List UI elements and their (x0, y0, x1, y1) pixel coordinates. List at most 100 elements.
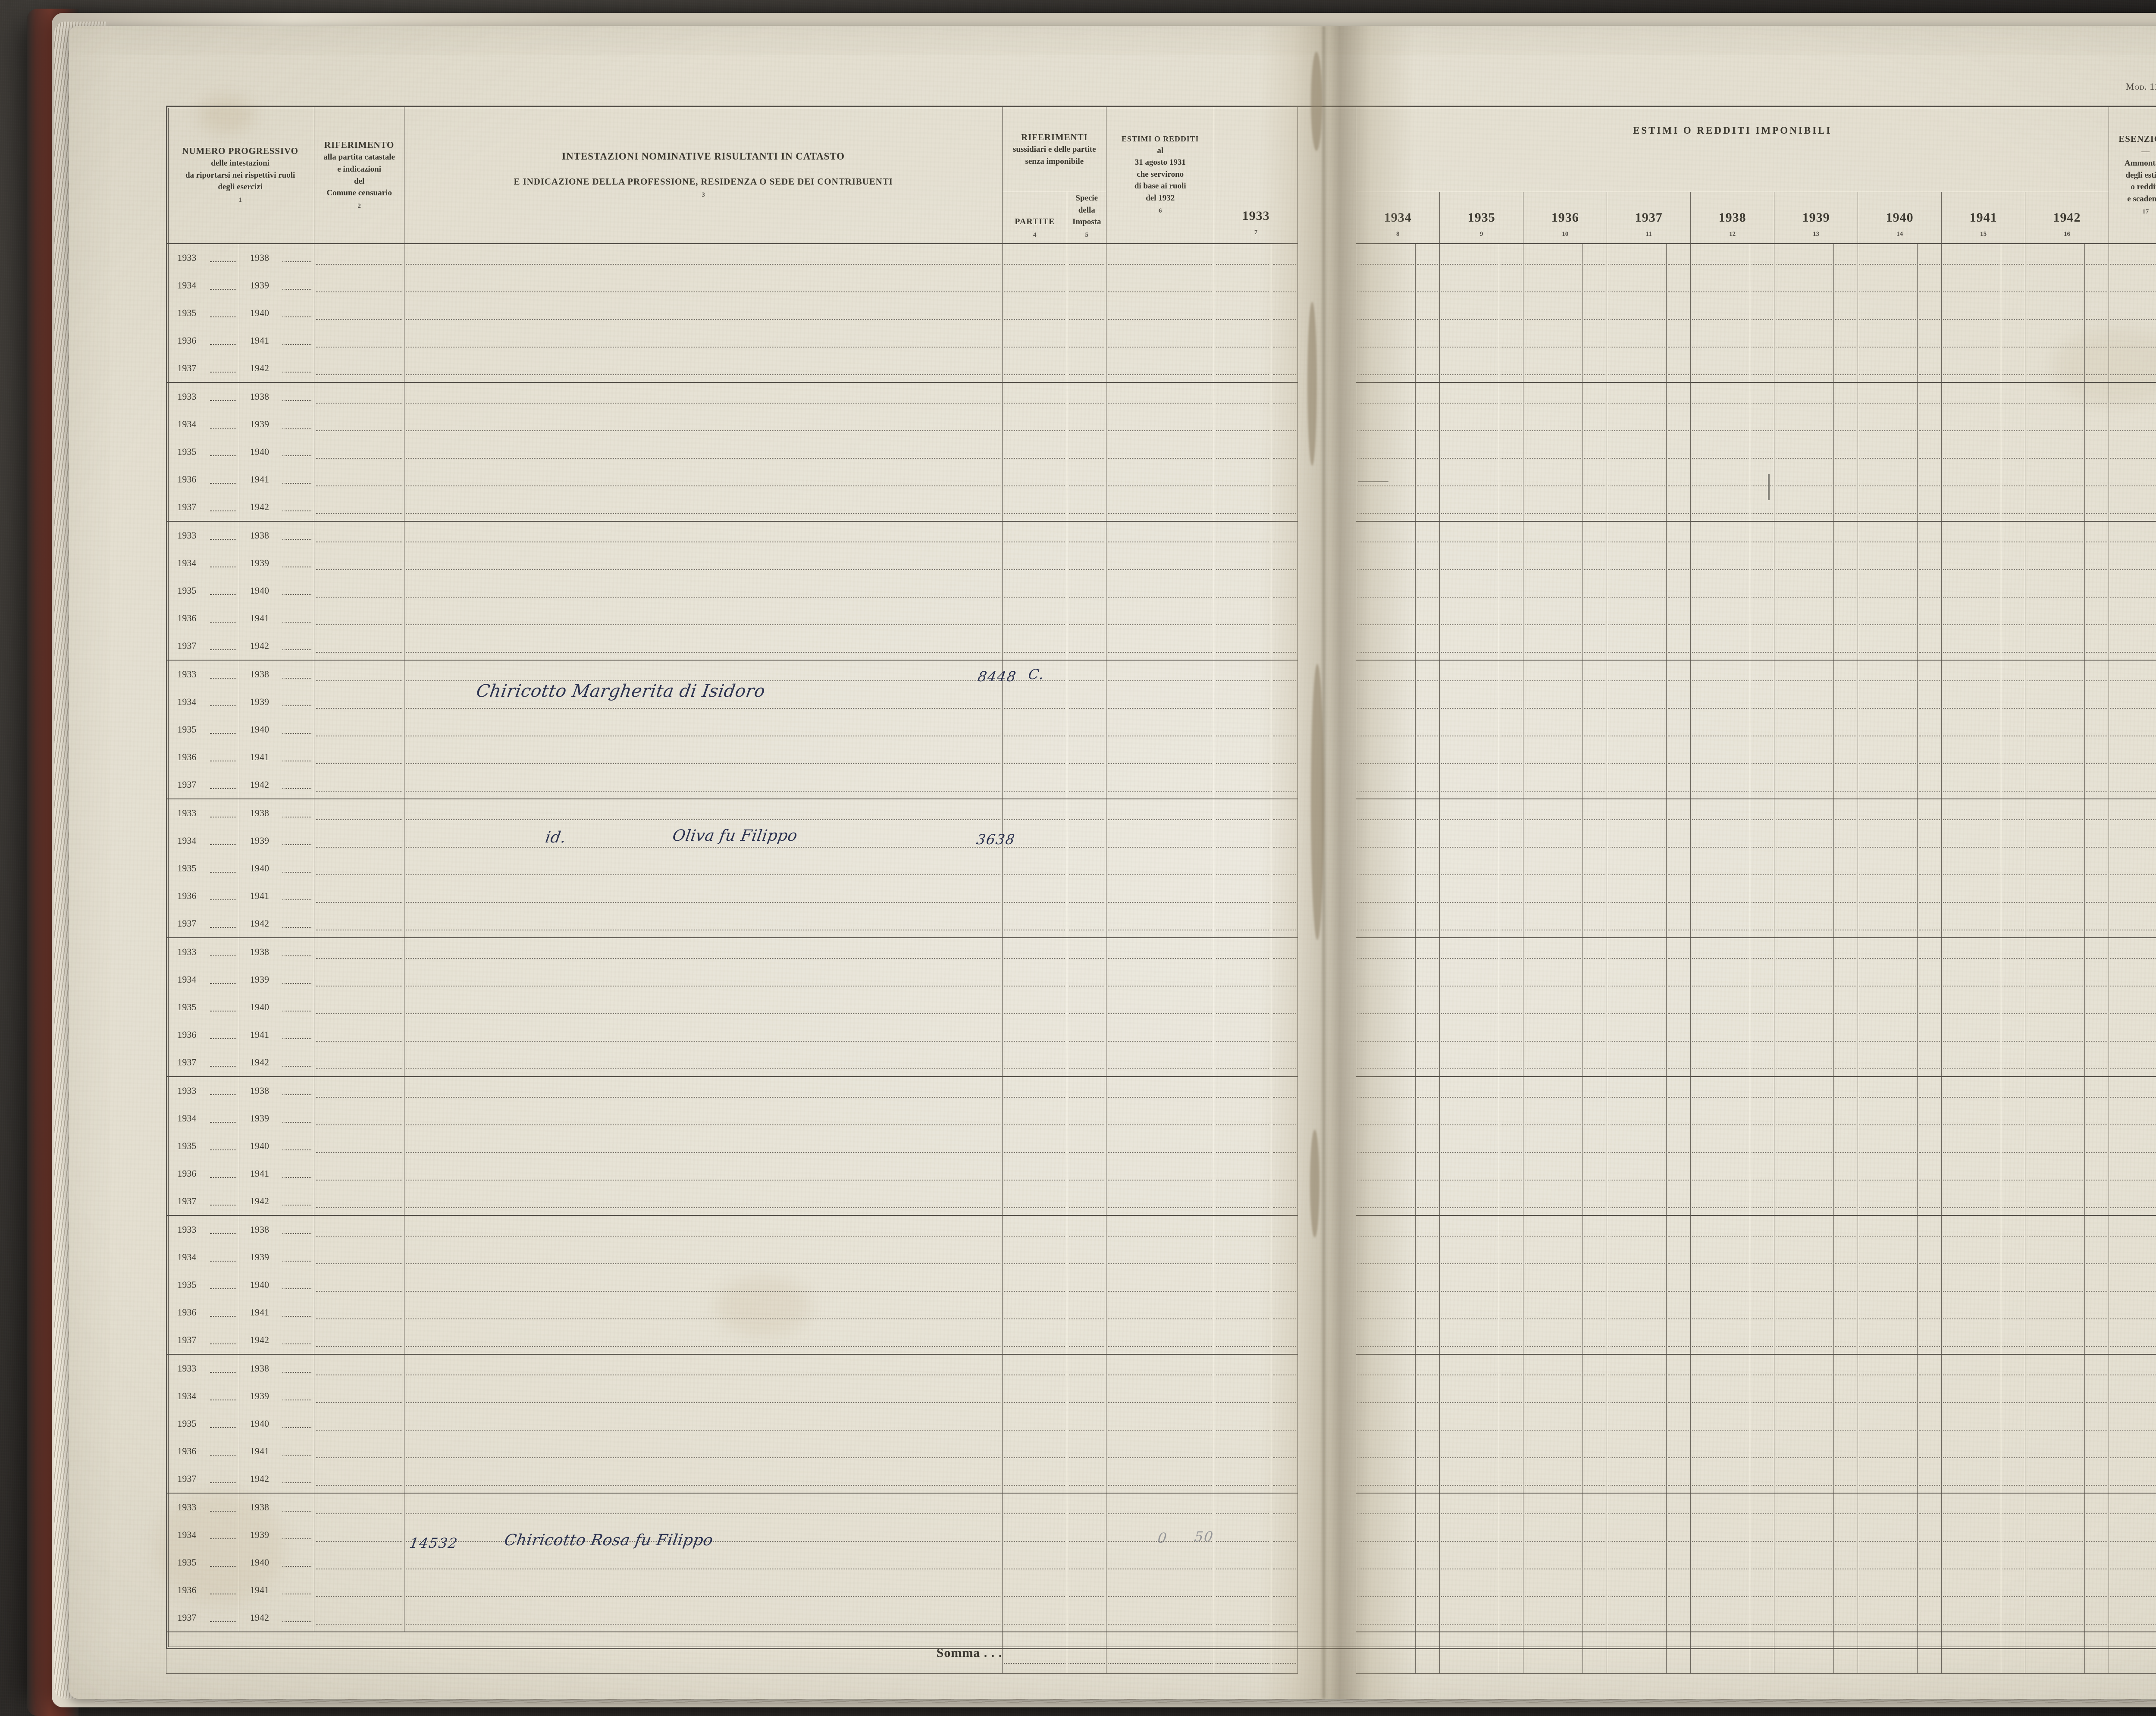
cell-1940-main[interactable] (1858, 1187, 1918, 1215)
cell-1935-dec[interactable] (1499, 1354, 1523, 1382)
cell-1935-dec[interactable] (1499, 299, 1523, 327)
cell-1940-main[interactable] (1858, 938, 1918, 966)
cell-1939-dec[interactable] (1834, 1021, 1858, 1049)
cell-1934-dec[interactable] (1416, 577, 1440, 604)
cell-1938-dec[interactable] (1750, 549, 1774, 577)
cell-1936-main[interactable] (1523, 327, 1583, 354)
cell-riferimento-comune[interactable] (314, 1132, 404, 1160)
cell-1942-dec[interactable] (2085, 910, 2109, 938)
cell-1939-dec[interactable] (1834, 855, 1858, 882)
cell-1937-main[interactable] (1607, 993, 1667, 1021)
cell-1940-main[interactable] (1858, 244, 1918, 272)
cell-1936-main[interactable] (1523, 466, 1583, 493)
cell-1935-main[interactable] (1440, 1105, 1499, 1132)
cell-1934-dec[interactable] (1416, 466, 1440, 493)
cell-1935-main[interactable] (1440, 855, 1499, 882)
cell-intestazione[interactable] (404, 466, 1002, 493)
cell-1937-dec[interactable] (1667, 382, 1691, 410)
cell-riferimento-comune[interactable] (314, 466, 404, 493)
cell-1942-main[interactable] (2025, 1326, 2085, 1354)
cell-1940-dec[interactable] (1918, 382, 1942, 410)
cell-1935-main[interactable] (1440, 1132, 1499, 1160)
cell-1936-main[interactable] (1523, 771, 1583, 799)
cell-1942-dec[interactable] (2085, 1437, 2109, 1465)
cell-esenzioni-main[interactable] (2109, 966, 2156, 993)
cell-partite[interactable] (1003, 466, 1067, 493)
cell-partite[interactable] (1003, 743, 1067, 771)
cell-riferimento-comune[interactable] (314, 1549, 404, 1576)
cell-1939-dec[interactable] (1834, 1326, 1858, 1354)
cell-1940-dec[interactable] (1918, 827, 1942, 855)
cell-1942-dec[interactable] (2085, 354, 2109, 382)
cell-1935-dec[interactable] (1499, 938, 1523, 966)
cell-1935-main[interactable] (1440, 354, 1499, 382)
cell-1940-dec[interactable] (1918, 1187, 1942, 1215)
cell-1940-main[interactable] (1858, 771, 1918, 799)
cell-1933-dec[interactable] (1271, 938, 1298, 966)
cell-estimi-1931[interactable] (1106, 466, 1214, 493)
cell-1935-main[interactable] (1440, 743, 1499, 771)
cell-1940-main[interactable] (1858, 327, 1918, 354)
cell-1934-dec[interactable] (1416, 521, 1440, 549)
cell-1941-main[interactable] (1942, 1604, 2001, 1632)
cell-partite[interactable] (1003, 1271, 1067, 1299)
cell-1940-dec[interactable] (1918, 632, 1942, 660)
cell-1941-main[interactable] (1942, 549, 2001, 577)
cell-1933-dec[interactable] (1271, 438, 1298, 466)
cell-estimi-1931[interactable] (1106, 1271, 1214, 1299)
cell-1933-dec[interactable] (1271, 632, 1298, 660)
cell-1939-main[interactable] (1774, 577, 1834, 604)
cell-1934-main[interactable] (1356, 1382, 1416, 1410)
cell-1933-dec[interactable] (1271, 577, 1298, 604)
cell-1941-dec[interactable] (2001, 1437, 2025, 1465)
cell-partite[interactable] (1003, 1326, 1067, 1354)
cell-1939-main[interactable] (1774, 521, 1834, 549)
cell-1941-dec[interactable] (2001, 966, 2025, 993)
cell-partite[interactable] (1003, 1521, 1067, 1549)
cell-esenzioni-main[interactable] (2109, 1465, 2156, 1493)
cell-1941-main[interactable] (1942, 410, 2001, 438)
cell-1942-main[interactable] (2025, 299, 2085, 327)
cell-1933-dec[interactable] (1271, 966, 1298, 993)
cell-1939-main[interactable] (1774, 466, 1834, 493)
cell-1934-dec[interactable] (1416, 1437, 1440, 1465)
cell-1934-main[interactable] (1356, 1299, 1416, 1326)
cell-1939-main[interactable] (1774, 993, 1834, 1021)
cell-1942-dec[interactable] (2085, 1549, 2109, 1576)
cell-1935-dec[interactable] (1499, 660, 1523, 688)
cell-estimi-1931[interactable] (1106, 1160, 1214, 1187)
cell-partite[interactable] (1003, 910, 1067, 938)
cell-1935-dec[interactable] (1499, 716, 1523, 743)
cell-specie-imposta[interactable] (1067, 1299, 1106, 1326)
cell-1938-main[interactable] (1691, 410, 1750, 438)
cell-1939-dec[interactable] (1834, 410, 1858, 438)
cell-1933-main[interactable] (1214, 688, 1271, 716)
cell-1937-dec[interactable] (1667, 1299, 1691, 1326)
cell-1933-main[interactable] (1214, 632, 1271, 660)
cell-esenzioni-main[interactable] (2109, 827, 2156, 855)
cell-1938-dec[interactable] (1750, 1521, 1774, 1549)
cell-riferimento-comune[interactable] (314, 577, 404, 604)
cell-partite[interactable] (1003, 1077, 1067, 1105)
cell-1942-main[interactable] (2025, 1549, 2085, 1576)
cell-riferimento-comune[interactable] (314, 632, 404, 660)
cell-1934-dec[interactable] (1416, 827, 1440, 855)
cell-intestazione[interactable] (404, 577, 1002, 604)
cell-estimi-1931[interactable] (1106, 299, 1214, 327)
cell-1942-dec[interactable] (2085, 1105, 2109, 1132)
cell-1942-dec[interactable] (2085, 1077, 2109, 1105)
cell-1938-dec[interactable] (1750, 1105, 1774, 1132)
cell-riferimento-comune[interactable] (314, 1299, 404, 1326)
cell-1934-dec[interactable] (1416, 632, 1440, 660)
cell-1941-dec[interactable] (2001, 855, 2025, 882)
cell-1941-main[interactable] (1942, 1215, 2001, 1243)
cell-1937-main[interactable] (1607, 660, 1667, 688)
cell-1942-dec[interactable] (2085, 1493, 2109, 1521)
cell-riferimento-comune[interactable] (314, 410, 404, 438)
cell-intestazione[interactable] (404, 882, 1002, 910)
cell-1937-dec[interactable] (1667, 910, 1691, 938)
cell-1941-main[interactable] (1942, 493, 2001, 521)
cell-estimi-1931[interactable] (1106, 1049, 1214, 1077)
cell-partite[interactable] (1003, 855, 1067, 882)
cell-1942-main[interactable] (2025, 632, 2085, 660)
